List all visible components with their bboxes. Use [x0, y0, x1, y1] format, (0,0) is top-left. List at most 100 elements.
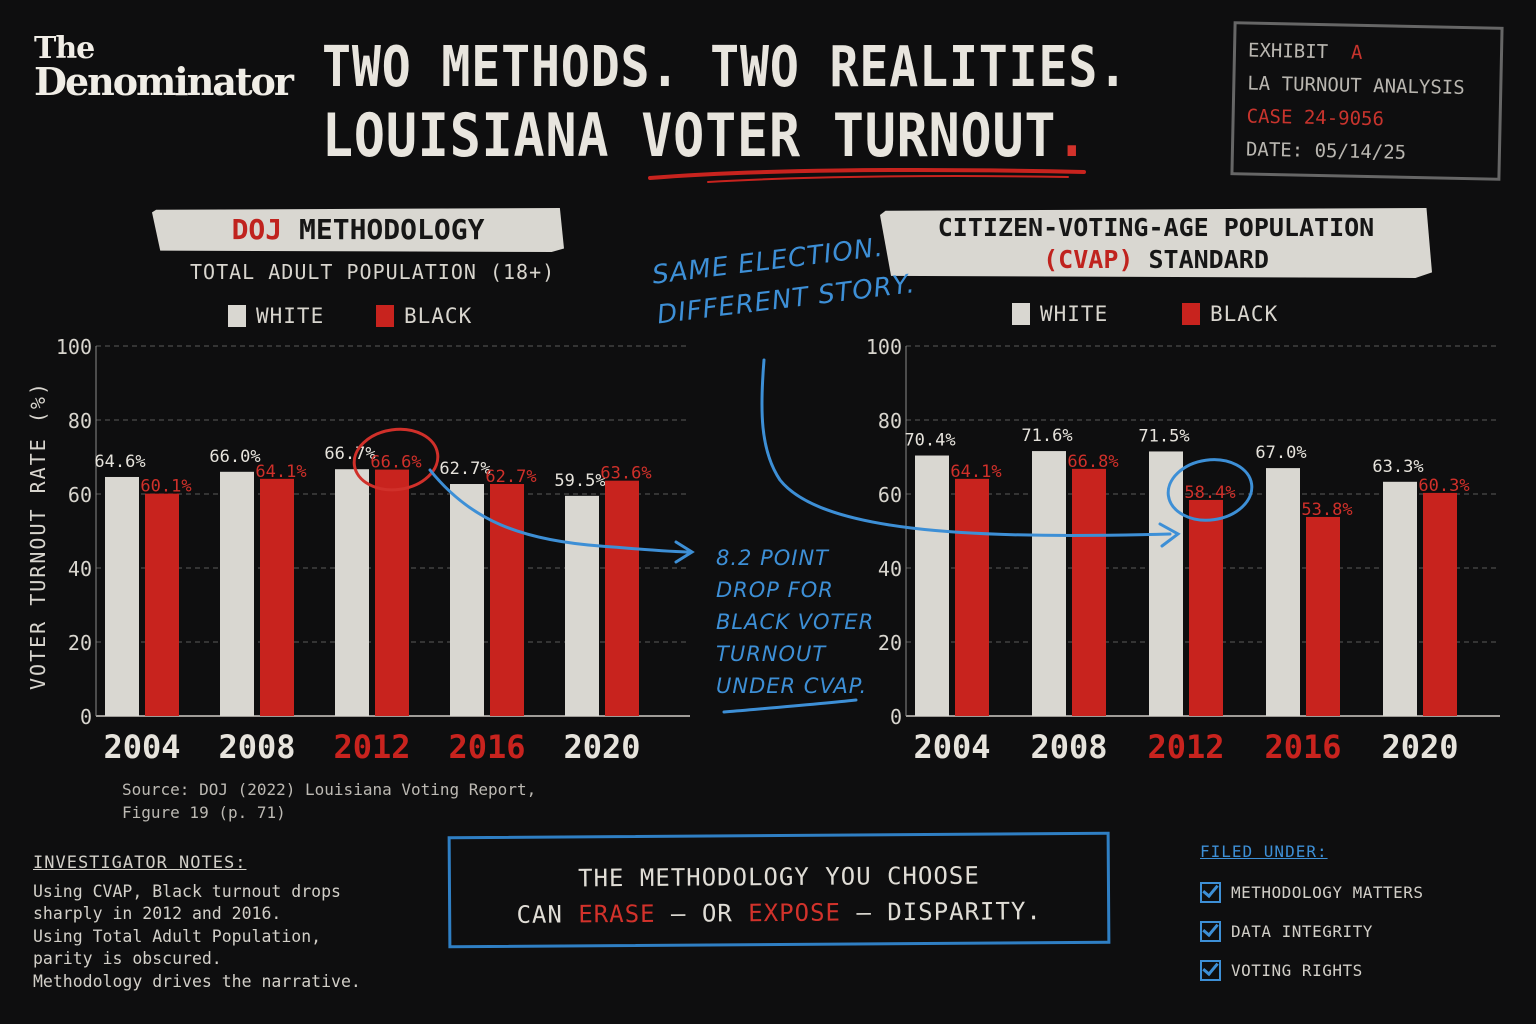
bar-white-2016 — [1266, 468, 1300, 716]
data-label-white-2016: 62.7% — [439, 459, 490, 479]
highlight-circle — [1166, 458, 1254, 522]
right-title-red: (CVAP) — [1043, 245, 1134, 274]
data-label-black-2008: 64.1% — [255, 462, 306, 482]
annotation-mid-line-1: 8.2 POINT — [716, 546, 829, 570]
right-title-line-1: CITIZEN-VOTING-AGE POPULATION — [937, 213, 1375, 242]
left-legend-white: WHITE — [228, 304, 324, 328]
y-tick-label: 100 — [866, 335, 902, 359]
legend-swatch-white — [1012, 303, 1030, 325]
bar-black-2012 — [375, 469, 409, 716]
checkbox-checked-icon — [1200, 960, 1221, 981]
data-label-white-2020: 63.3% — [1372, 457, 1423, 477]
headline-underline — [648, 168, 1086, 183]
headline: TWO METHODS. TWO REALITIES. LOUISIANA VO… — [322, 36, 1128, 172]
headline-line-2: LOUISIANA VOTER TURNOUT. — [322, 100, 1128, 172]
bar-white-2004 — [105, 476, 139, 716]
notes-line: Methodology drives the narrative. — [33, 971, 361, 991]
callout-expose: EXPOSE — [748, 898, 842, 928]
bar-white-2008 — [220, 471, 254, 716]
callout-text-a: CAN — [516, 900, 579, 929]
data-label-black-2012: 66.6% — [370, 453, 421, 473]
bar-black-2016 — [490, 484, 524, 716]
callout-line-2: CAN ERASE — OR EXPOSE — DISPARITY. — [451, 893, 1107, 934]
filed-item: DATA INTEGRITY — [1200, 912, 1424, 951]
annotation-underline — [722, 698, 858, 714]
bar-black-2008 — [1072, 468, 1106, 716]
x-tick-label-2020: 2020 — [563, 728, 640, 766]
filed-item-label: METHODOLOGY MATTERS — [1231, 883, 1424, 902]
legend-label-white: WHITE — [1040, 302, 1109, 326]
data-label-black-2004: 60.1% — [140, 477, 191, 497]
bar-white-2020 — [1383, 481, 1417, 716]
filed-item-label: VOTING RIGHTS — [1231, 961, 1363, 980]
x-tick-label-2008: 2008 — [1030, 728, 1107, 766]
brand-line-1: The — [34, 31, 95, 66]
filed-under: FILED UNDER: METHODOLOGY MATTERS DATA IN… — [1200, 842, 1424, 990]
left-legend-black: BLACK — [376, 304, 472, 328]
bar-white-2012 — [335, 469, 369, 716]
right-panel-title: CITIZEN-VOTING-AGE POPULATION (CVAP) STA… — [880, 208, 1432, 278]
bar-white-2020 — [565, 495, 599, 716]
annotation-mid-line-2: DROP FOR — [716, 578, 834, 602]
callout-erase: ERASE — [578, 899, 656, 929]
legend-label-black: BLACK — [404, 304, 473, 328]
bar-black-2020 — [605, 480, 639, 716]
left-panel-title: DOJ METHODOLOGY — [152, 208, 564, 252]
data-label-black-2020: 63.6% — [600, 464, 651, 484]
data-label-black-2020: 60.3% — [1418, 476, 1469, 496]
annotation-drop: 8.2 POINT DROP FOR BLACK VOTER TURNOUT U… — [716, 542, 874, 702]
filed-item-label: DATA INTEGRITY — [1231, 922, 1373, 941]
callout-line-1: THE METHODOLOGY YOU CHOOSE — [577, 861, 980, 893]
highlight-circle — [352, 427, 440, 492]
brand-line-2: Denominator — [34, 59, 294, 105]
y-tick-label: 80 — [878, 409, 902, 433]
notes-title: INVESTIGATOR NOTES: — [33, 853, 247, 873]
data-label-black-2008: 66.8% — [1067, 452, 1118, 472]
headline-line-2-text: LOUISIANA VOTER TURNOUT — [322, 101, 1057, 171]
brand-logo: The Denominator — [34, 31, 294, 105]
bar-black-2020 — [1423, 492, 1457, 716]
data-label-black-2016: 53.8% — [1301, 500, 1352, 520]
methodology-callout: THE METHODOLOGY YOU CHOOSE CAN ERASE — O… — [447, 831, 1111, 949]
filed-item: METHODOLOGY MATTERS — [1200, 873, 1424, 912]
y-tick-label: 40 — [68, 557, 92, 581]
y-tick-label: 0 — [890, 705, 902, 729]
x-tick-label-2016: 2016 — [1264, 728, 1341, 766]
data-label-white-2020: 59.5% — [554, 471, 605, 491]
headline-period: . — [1056, 101, 1089, 171]
right-legend-white: WHITE — [1012, 302, 1108, 326]
bar-white-2004 — [915, 455, 949, 716]
left-panel-subtitle: TOTAL ADULT POPULATION (18+) — [190, 260, 556, 284]
data-label-white-2012: 71.5% — [1138, 426, 1189, 446]
arrowhead-icon — [1158, 522, 1181, 548]
y-tick-label: 20 — [68, 631, 92, 655]
data-label-white-2016: 67.0% — [1255, 443, 1306, 463]
legend-swatch-black — [376, 305, 394, 327]
notes-line: Using CVAP, Black turnout drops — [33, 881, 341, 901]
arrow-to-note — [428, 468, 692, 554]
bar-white-2016 — [450, 484, 484, 716]
bar-black-2008 — [260, 478, 294, 716]
legend-label-black: BLACK — [1210, 302, 1279, 326]
x-tick-label-2004: 2004 — [913, 728, 990, 766]
x-tick-label-2020: 2020 — [1381, 728, 1458, 766]
callout-text-c: — DISPARITY. — [840, 897, 1042, 927]
data-label-white-2008: 66.0% — [209, 447, 260, 467]
filed-item: VOTING RIGHTS — [1200, 951, 1424, 990]
data-label-white-2004: 70.4% — [904, 431, 955, 451]
y-tick-label: 60 — [68, 483, 92, 507]
checkbox-checked-icon — [1200, 921, 1221, 942]
source-note: Source: DOJ (2022) Louisiana Voting Repo… — [122, 780, 537, 822]
right-legend-black: BLACK — [1182, 302, 1278, 326]
bar-black-2004 — [955, 478, 989, 716]
right-title-line-2: (CVAP) STANDARD — [880, 244, 1432, 276]
data-label-black-2016: 62.7% — [485, 467, 536, 487]
bar-black-2004 — [145, 493, 179, 716]
notes-line: parity is obscured. — [33, 949, 222, 968]
bar-black-2016 — [1306, 516, 1340, 716]
data-label-white-2004: 64.6% — [94, 452, 145, 472]
y-tick-label: 0 — [80, 705, 92, 729]
annotation-mid-line-5: UNDER CVAP. — [716, 674, 868, 698]
annotation-mid-line-4: TURNOUT — [716, 642, 827, 666]
